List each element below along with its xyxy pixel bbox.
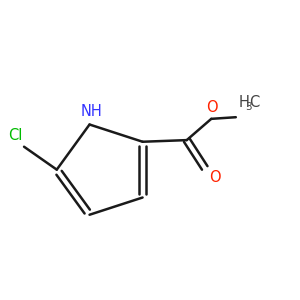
Text: H: H bbox=[239, 95, 250, 110]
Text: O: O bbox=[206, 100, 218, 115]
Text: C: C bbox=[249, 95, 259, 110]
Text: Cl: Cl bbox=[8, 128, 22, 143]
Text: NH: NH bbox=[80, 103, 102, 118]
Text: O: O bbox=[209, 169, 220, 184]
Text: 3: 3 bbox=[245, 102, 252, 112]
